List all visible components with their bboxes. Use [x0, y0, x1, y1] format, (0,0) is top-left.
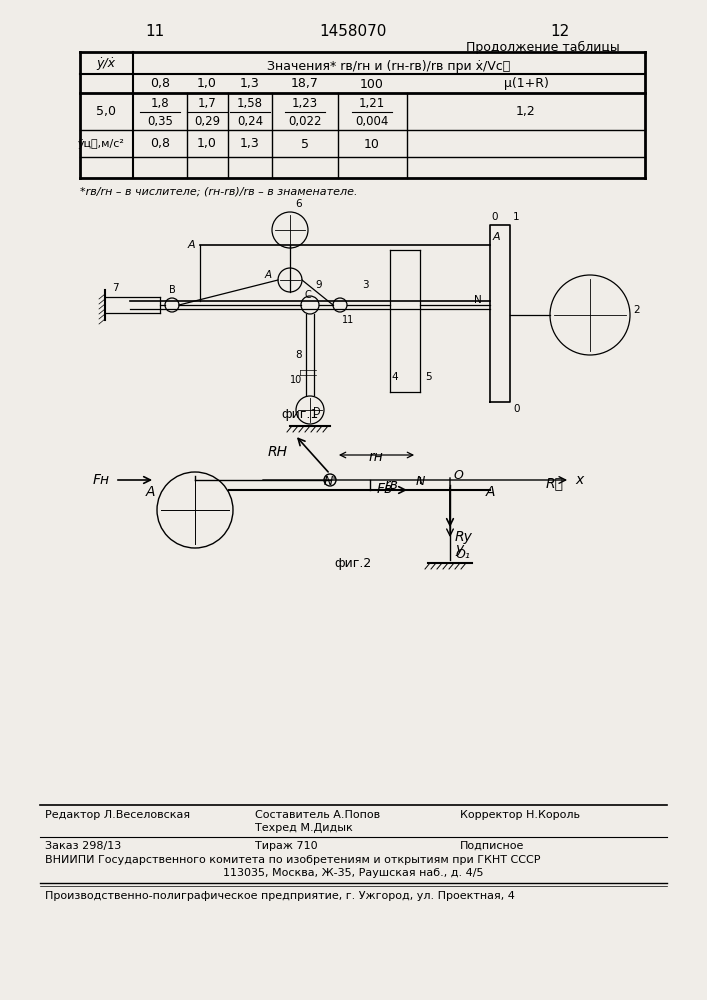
Text: 1,7: 1,7: [198, 98, 216, 110]
Text: 0,8: 0,8: [150, 137, 170, 150]
Text: 5: 5: [425, 372, 432, 382]
Text: 1458070: 1458070: [320, 24, 387, 39]
Text: μ(1+R): μ(1+R): [503, 78, 549, 91]
Text: Fв: Fв: [377, 482, 393, 496]
Text: Составитель А.Попов: Составитель А.Попов: [255, 810, 380, 820]
Text: 0,24: 0,24: [237, 114, 263, 127]
Text: O₁: O₁: [455, 548, 470, 562]
Text: 11: 11: [146, 24, 165, 39]
Text: Тираж 710: Тираж 710: [255, 841, 317, 851]
Text: 5,0: 5,0: [96, 105, 116, 118]
Text: 1,0: 1,0: [197, 78, 217, 91]
Text: A: A: [485, 485, 495, 499]
Text: Значения* rв/rн и (rн-rв)/rв при ẋ/Vсၲ: Значения* rв/rн и (rн-rв)/rв при ẋ/Vсၲ: [267, 60, 510, 73]
Text: 3: 3: [362, 280, 368, 290]
Text: 9: 9: [315, 280, 322, 290]
Text: фиг.2: фиг.2: [334, 557, 372, 570]
Text: 1,3: 1,3: [240, 78, 260, 91]
Text: 2: 2: [633, 305, 640, 315]
Text: 0,8: 0,8: [150, 78, 170, 91]
Text: 0: 0: [513, 404, 520, 414]
Text: y: y: [455, 542, 463, 556]
Text: 1,23: 1,23: [292, 98, 318, 110]
Text: RН: RН: [268, 445, 288, 459]
Text: 1,3: 1,3: [240, 137, 260, 150]
Text: D: D: [313, 407, 321, 417]
Text: Редактор Л.Веселовская: Редактор Л.Веселовская: [45, 810, 190, 820]
Text: 1,2: 1,2: [516, 105, 536, 118]
Text: ВНИИПИ Государственного комитета по изобретениям и открытиям при ГКНТ СССР: ВНИИПИ Государственного комитета по изоб…: [45, 855, 540, 865]
Text: ÿцၲ,м/с²: ÿцၲ,м/с²: [78, 139, 124, 149]
Text: 0,004: 0,004: [356, 114, 389, 127]
Text: Продолжение таблицы: Продолжение таблицы: [466, 41, 620, 54]
Text: фиг.1: фиг.1: [281, 408, 319, 421]
Text: 8: 8: [296, 350, 302, 360]
Text: B: B: [169, 285, 175, 295]
Text: Техред М.Дидык: Техред М.Дидык: [255, 823, 353, 833]
Text: N: N: [474, 295, 482, 305]
Text: 5: 5: [301, 137, 309, 150]
Text: ẏ/ẋ: ẏ/ẋ: [96, 56, 115, 70]
Text: 1,58: 1,58: [237, 98, 263, 110]
Text: Производственно-полиграфическое предприятие, г. Ужгород, ул. Проектная, 4: Производственно-полиграфическое предприя…: [45, 891, 515, 901]
Text: A: A: [265, 270, 272, 280]
Text: rв: rв: [385, 478, 399, 492]
Text: x: x: [575, 473, 583, 487]
Text: O: O: [454, 469, 464, 482]
Text: 18,7: 18,7: [291, 78, 319, 91]
Text: 10: 10: [364, 137, 380, 150]
Text: 100: 100: [360, 78, 384, 91]
Text: 11: 11: [342, 315, 354, 325]
Text: A: A: [493, 232, 501, 242]
Text: 1,8: 1,8: [151, 98, 169, 110]
Text: A: A: [145, 485, 155, 499]
Text: 1,21: 1,21: [359, 98, 385, 110]
Text: Rу: Rу: [455, 530, 473, 544]
Text: A: A: [187, 240, 195, 250]
Text: Корректор Н.Король: Корректор Н.Король: [460, 810, 580, 820]
Text: C: C: [305, 290, 311, 300]
Text: 0: 0: [492, 212, 498, 222]
Text: 6: 6: [295, 199, 302, 209]
Text: 7: 7: [112, 283, 118, 293]
Text: N: N: [415, 475, 425, 488]
Text: 10: 10: [290, 375, 302, 385]
Text: R႒: R႒: [546, 476, 564, 490]
Text: 1: 1: [513, 212, 520, 222]
Text: 0,35: 0,35: [147, 114, 173, 127]
Text: N': N': [324, 475, 337, 488]
Text: Подписное: Подписное: [460, 841, 525, 851]
Text: Заказ 298/13: Заказ 298/13: [45, 841, 121, 851]
Text: 0,29: 0,29: [194, 114, 220, 127]
Text: 12: 12: [550, 24, 570, 39]
Text: 113035, Москва, Ж-35, Раушская наб., д. 4/5: 113035, Москва, Ж-35, Раушская наб., д. …: [223, 868, 484, 878]
Text: *rв/rн – в числителе; (rн-rв)/rв – в знаменателе.: *rв/rн – в числителе; (rн-rв)/rв – в зна…: [80, 186, 358, 196]
Text: rн: rн: [368, 450, 383, 464]
Text: 4: 4: [392, 372, 398, 382]
Text: 0,022: 0,022: [288, 114, 322, 127]
Text: Fн: Fн: [93, 473, 110, 487]
Text: 1,0: 1,0: [197, 137, 217, 150]
